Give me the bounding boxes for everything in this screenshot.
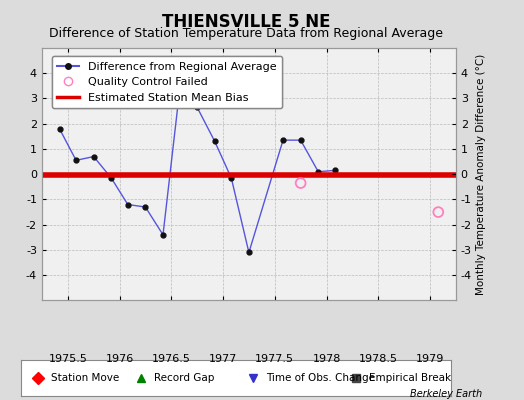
Point xyxy=(434,209,442,215)
Text: Record Gap: Record Gap xyxy=(154,373,214,383)
Text: 1979: 1979 xyxy=(416,354,444,364)
Text: 1977.5: 1977.5 xyxy=(255,354,294,364)
Text: 1976.5: 1976.5 xyxy=(152,354,191,364)
Text: 1977: 1977 xyxy=(209,354,237,364)
Text: Time of Obs. Change: Time of Obs. Change xyxy=(266,373,375,383)
Text: Station Move: Station Move xyxy=(51,373,119,383)
Text: Empirical Break: Empirical Break xyxy=(369,373,451,383)
Text: Difference of Station Temperature Data from Regional Average: Difference of Station Temperature Data f… xyxy=(49,28,443,40)
Text: THIENSVILLE 5 NE: THIENSVILLE 5 NE xyxy=(162,13,331,31)
Text: 1975.5: 1975.5 xyxy=(48,354,87,364)
Text: Berkeley Earth: Berkeley Earth xyxy=(410,389,482,399)
Point xyxy=(297,180,305,186)
Legend: Difference from Regional Average, Quality Control Failed, Estimated Station Mean: Difference from Regional Average, Qualit… xyxy=(52,56,282,108)
Text: 1978: 1978 xyxy=(312,354,341,364)
Text: 1978.5: 1978.5 xyxy=(359,354,398,364)
Text: 1976: 1976 xyxy=(105,354,134,364)
Y-axis label: Monthly Temperature Anomaly Difference (°C): Monthly Temperature Anomaly Difference (… xyxy=(476,54,486,295)
